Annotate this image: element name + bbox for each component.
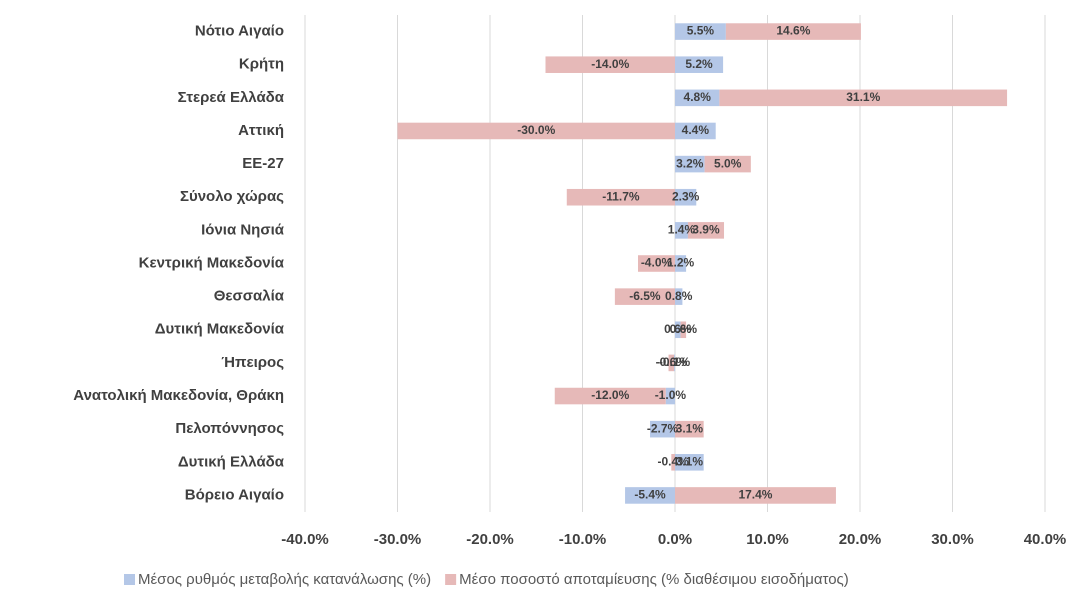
bar xyxy=(675,122,716,140)
value-label: 0.8% xyxy=(665,289,693,303)
value-label: -1.0% xyxy=(655,388,687,402)
value-label: 2.3% xyxy=(672,189,700,203)
value-label: 14.6% xyxy=(776,24,810,38)
x-tick-label: 10.0% xyxy=(746,531,789,548)
bar xyxy=(675,188,697,206)
x-tick-label: 30.0% xyxy=(931,531,974,548)
value-label: -5.4% xyxy=(634,488,666,502)
y-tick-label: Ιόνια Νησιά xyxy=(201,221,285,238)
value-label: 0.6% xyxy=(670,322,698,336)
value-label: -11.7% xyxy=(602,189,640,203)
y-tick-label: Στερεά Ελλάδα xyxy=(178,89,285,106)
value-label: 31.1% xyxy=(846,90,880,104)
value-label: -0.1% xyxy=(659,355,691,369)
bar xyxy=(566,188,675,206)
bar xyxy=(675,487,836,504)
y-tick-label: Δυτική Μακεδονία xyxy=(155,321,285,338)
value-label: 3.1% xyxy=(676,454,704,468)
y-tick-label: Ανατολική Μακεδονία, Θράκη xyxy=(73,387,284,404)
y-tick-label: Κεντρική Μακεδονία xyxy=(139,254,285,271)
bars xyxy=(397,23,1008,504)
bar xyxy=(725,23,861,40)
bar xyxy=(719,89,1008,107)
y-tick-label: Βόρειο Αιγαίο xyxy=(185,486,284,503)
y-tick-label: Δυτική Ελλάδα xyxy=(178,453,285,470)
value-label: -0.6% xyxy=(656,355,688,369)
bar xyxy=(687,222,725,239)
legend-swatch xyxy=(445,574,457,585)
labels: 5.5% 14.6% 5.2% -14.0% 4.8% 31.1% 4.4% -30.0% 3.… xyxy=(517,24,880,502)
y-tick-label: Θεσσαλία xyxy=(214,288,285,305)
x-tick-label: -20.0% xyxy=(466,531,514,548)
bar xyxy=(675,420,704,438)
bar xyxy=(675,56,724,73)
y-tick-label: ΕΕ-27 xyxy=(242,155,284,172)
bar xyxy=(675,255,687,272)
bar xyxy=(674,354,675,372)
value-label: -12.0% xyxy=(591,388,629,402)
legend-swatch xyxy=(124,574,135,585)
value-label: 5.5% xyxy=(687,24,715,38)
legend-label: Μέσος ρυθμός μεταβολής κατανάλωσης (%) xyxy=(138,571,431,588)
y-tick-label: Κρήτη xyxy=(239,56,284,73)
bar xyxy=(665,387,675,405)
value-label: -2.7% xyxy=(647,421,679,435)
bar xyxy=(397,122,675,140)
bar xyxy=(675,23,726,40)
value-label: 4.8% xyxy=(684,90,712,104)
value-label: -4.0% xyxy=(641,256,673,270)
bar xyxy=(675,222,688,239)
value-label: 1.4% xyxy=(668,223,696,237)
value-label: -6.5% xyxy=(629,289,661,303)
bar xyxy=(545,56,675,73)
y-tick-label: Σύνολο χώρας xyxy=(180,188,284,205)
bar xyxy=(675,89,720,107)
bar xyxy=(680,321,687,339)
x-tick-label: -10.0% xyxy=(559,531,607,548)
value-label: -30.0% xyxy=(517,123,555,137)
x-tick-label: -40.0% xyxy=(281,531,329,548)
bar xyxy=(554,387,666,405)
value-label: 3.9% xyxy=(692,223,720,237)
value-label: 3.2% xyxy=(676,156,704,170)
y-tick-label: Πελοπόννησος xyxy=(175,420,284,437)
value-label: 1.2% xyxy=(667,256,695,270)
bar xyxy=(668,354,675,372)
bar xyxy=(625,487,675,504)
y-tick-label: Νότιο Αιγαίο xyxy=(195,23,284,40)
bar xyxy=(671,454,675,471)
value-label: -0.4% xyxy=(657,454,689,468)
bar xyxy=(704,155,751,173)
value-label: -14.0% xyxy=(591,57,629,71)
value-label: 17.4% xyxy=(738,488,772,502)
x-tick-label: 20.0% xyxy=(839,531,882,548)
bar xyxy=(614,288,675,305)
bar xyxy=(638,255,675,272)
value-label: 5.0% xyxy=(714,156,742,170)
x-tick-label: 40.0% xyxy=(1024,531,1067,548)
value-label: 0.6% xyxy=(664,322,692,336)
legend-label: Μέσο ποσοστό αποταμίευσης (% διαθέσιμου … xyxy=(459,571,849,588)
y-tick-label: Αττική xyxy=(238,122,284,139)
bar xyxy=(675,155,705,173)
value-label: 3.1% xyxy=(676,421,704,435)
bar xyxy=(675,454,704,471)
value-label: 5.2% xyxy=(685,57,713,71)
bar xyxy=(650,420,675,438)
y-tick-label: Ήπειρος xyxy=(221,354,284,371)
x-tick-label: 0.0% xyxy=(658,531,692,548)
value-label: 4.4% xyxy=(682,123,710,137)
bar xyxy=(675,288,683,305)
bar xyxy=(675,321,681,339)
x-tick-label: -30.0% xyxy=(374,531,422,548)
